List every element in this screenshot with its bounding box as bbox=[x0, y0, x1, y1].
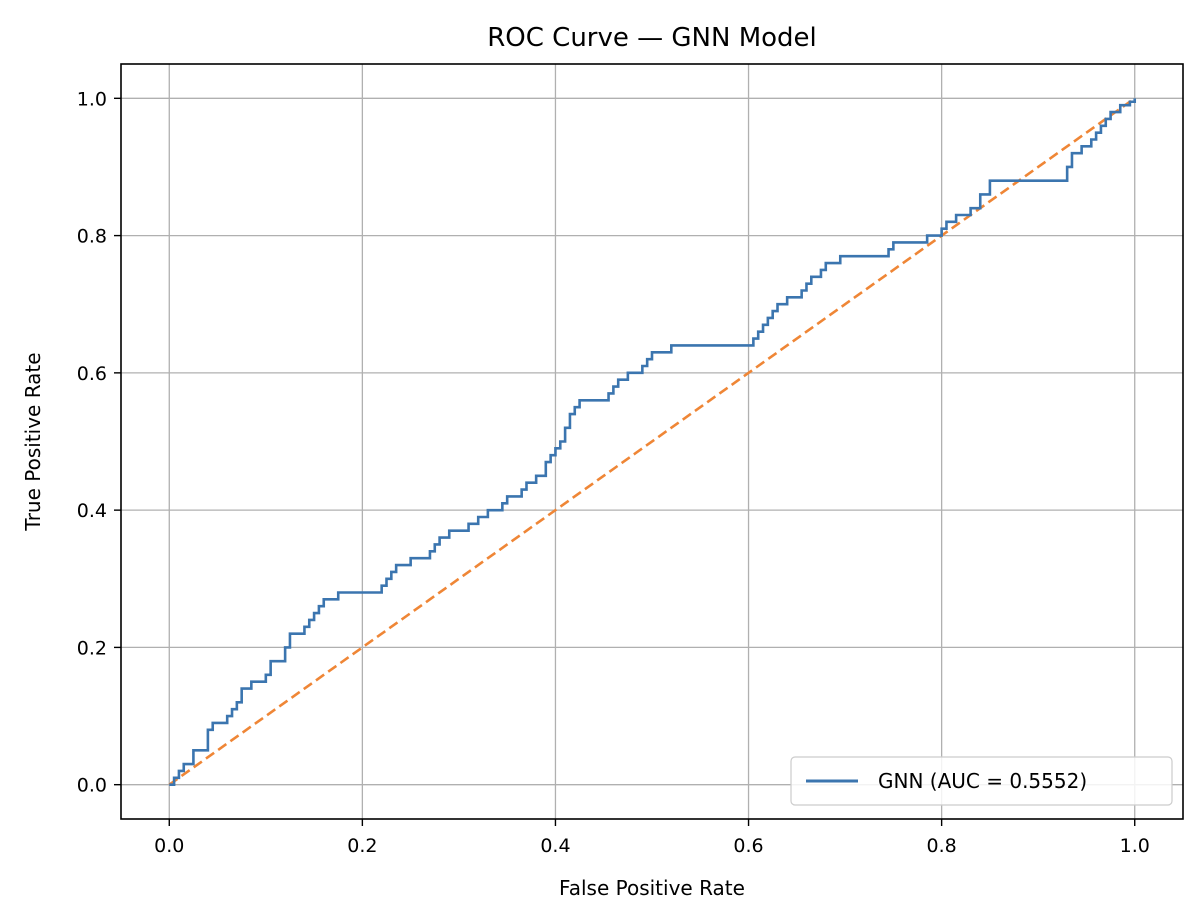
x-tick-label: 0.0 bbox=[154, 835, 184, 857]
y-tick-label: 1.0 bbox=[77, 88, 107, 110]
y-tick-label: 0.8 bbox=[77, 226, 107, 248]
y-tick-label: 0.0 bbox=[77, 775, 107, 797]
x-axis-title: False Positive Rate bbox=[559, 876, 745, 900]
x-tick-label: 0.8 bbox=[927, 835, 957, 857]
ticks: 0.0 0.2 0.4 0.6 0.8 1.0 0.0 0.2 0.4 0.6 0.8 1.0 bbox=[77, 88, 1150, 857]
legend-label-gnn: GNN (AUC = 0.5552) bbox=[878, 769, 1087, 793]
y-tick-label: 0.2 bbox=[77, 637, 107, 659]
y-tick-label: 0.4 bbox=[77, 500, 107, 522]
grid-lines bbox=[121, 64, 1183, 819]
x-tick-label: 1.0 bbox=[1120, 835, 1150, 857]
x-tick-label: 0.4 bbox=[540, 835, 570, 857]
y-axis-title: True Positive Rate bbox=[21, 352, 45, 531]
series-layer bbox=[168, 97, 1137, 786]
plot-frame bbox=[120, 63, 1184, 820]
x-tick-label: 0.6 bbox=[733, 835, 763, 857]
chance-diagonal-line bbox=[168, 97, 1136, 786]
roc-curve-gnn bbox=[169, 98, 1137, 786]
legend-box bbox=[790, 756, 1173, 806]
x-tick-label: 0.2 bbox=[347, 835, 377, 857]
chart-title: ROC Curve — GNN Model bbox=[487, 23, 817, 53]
legend: GNN (AUC = 0.5552) bbox=[790, 756, 1173, 806]
y-tick-label: 0.6 bbox=[77, 363, 107, 385]
